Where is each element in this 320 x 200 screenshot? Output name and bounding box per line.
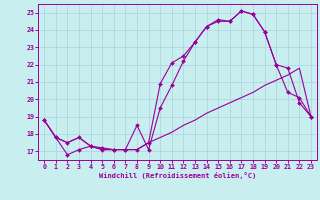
X-axis label: Windchill (Refroidissement éolien,°C): Windchill (Refroidissement éolien,°C) [99,172,256,179]
